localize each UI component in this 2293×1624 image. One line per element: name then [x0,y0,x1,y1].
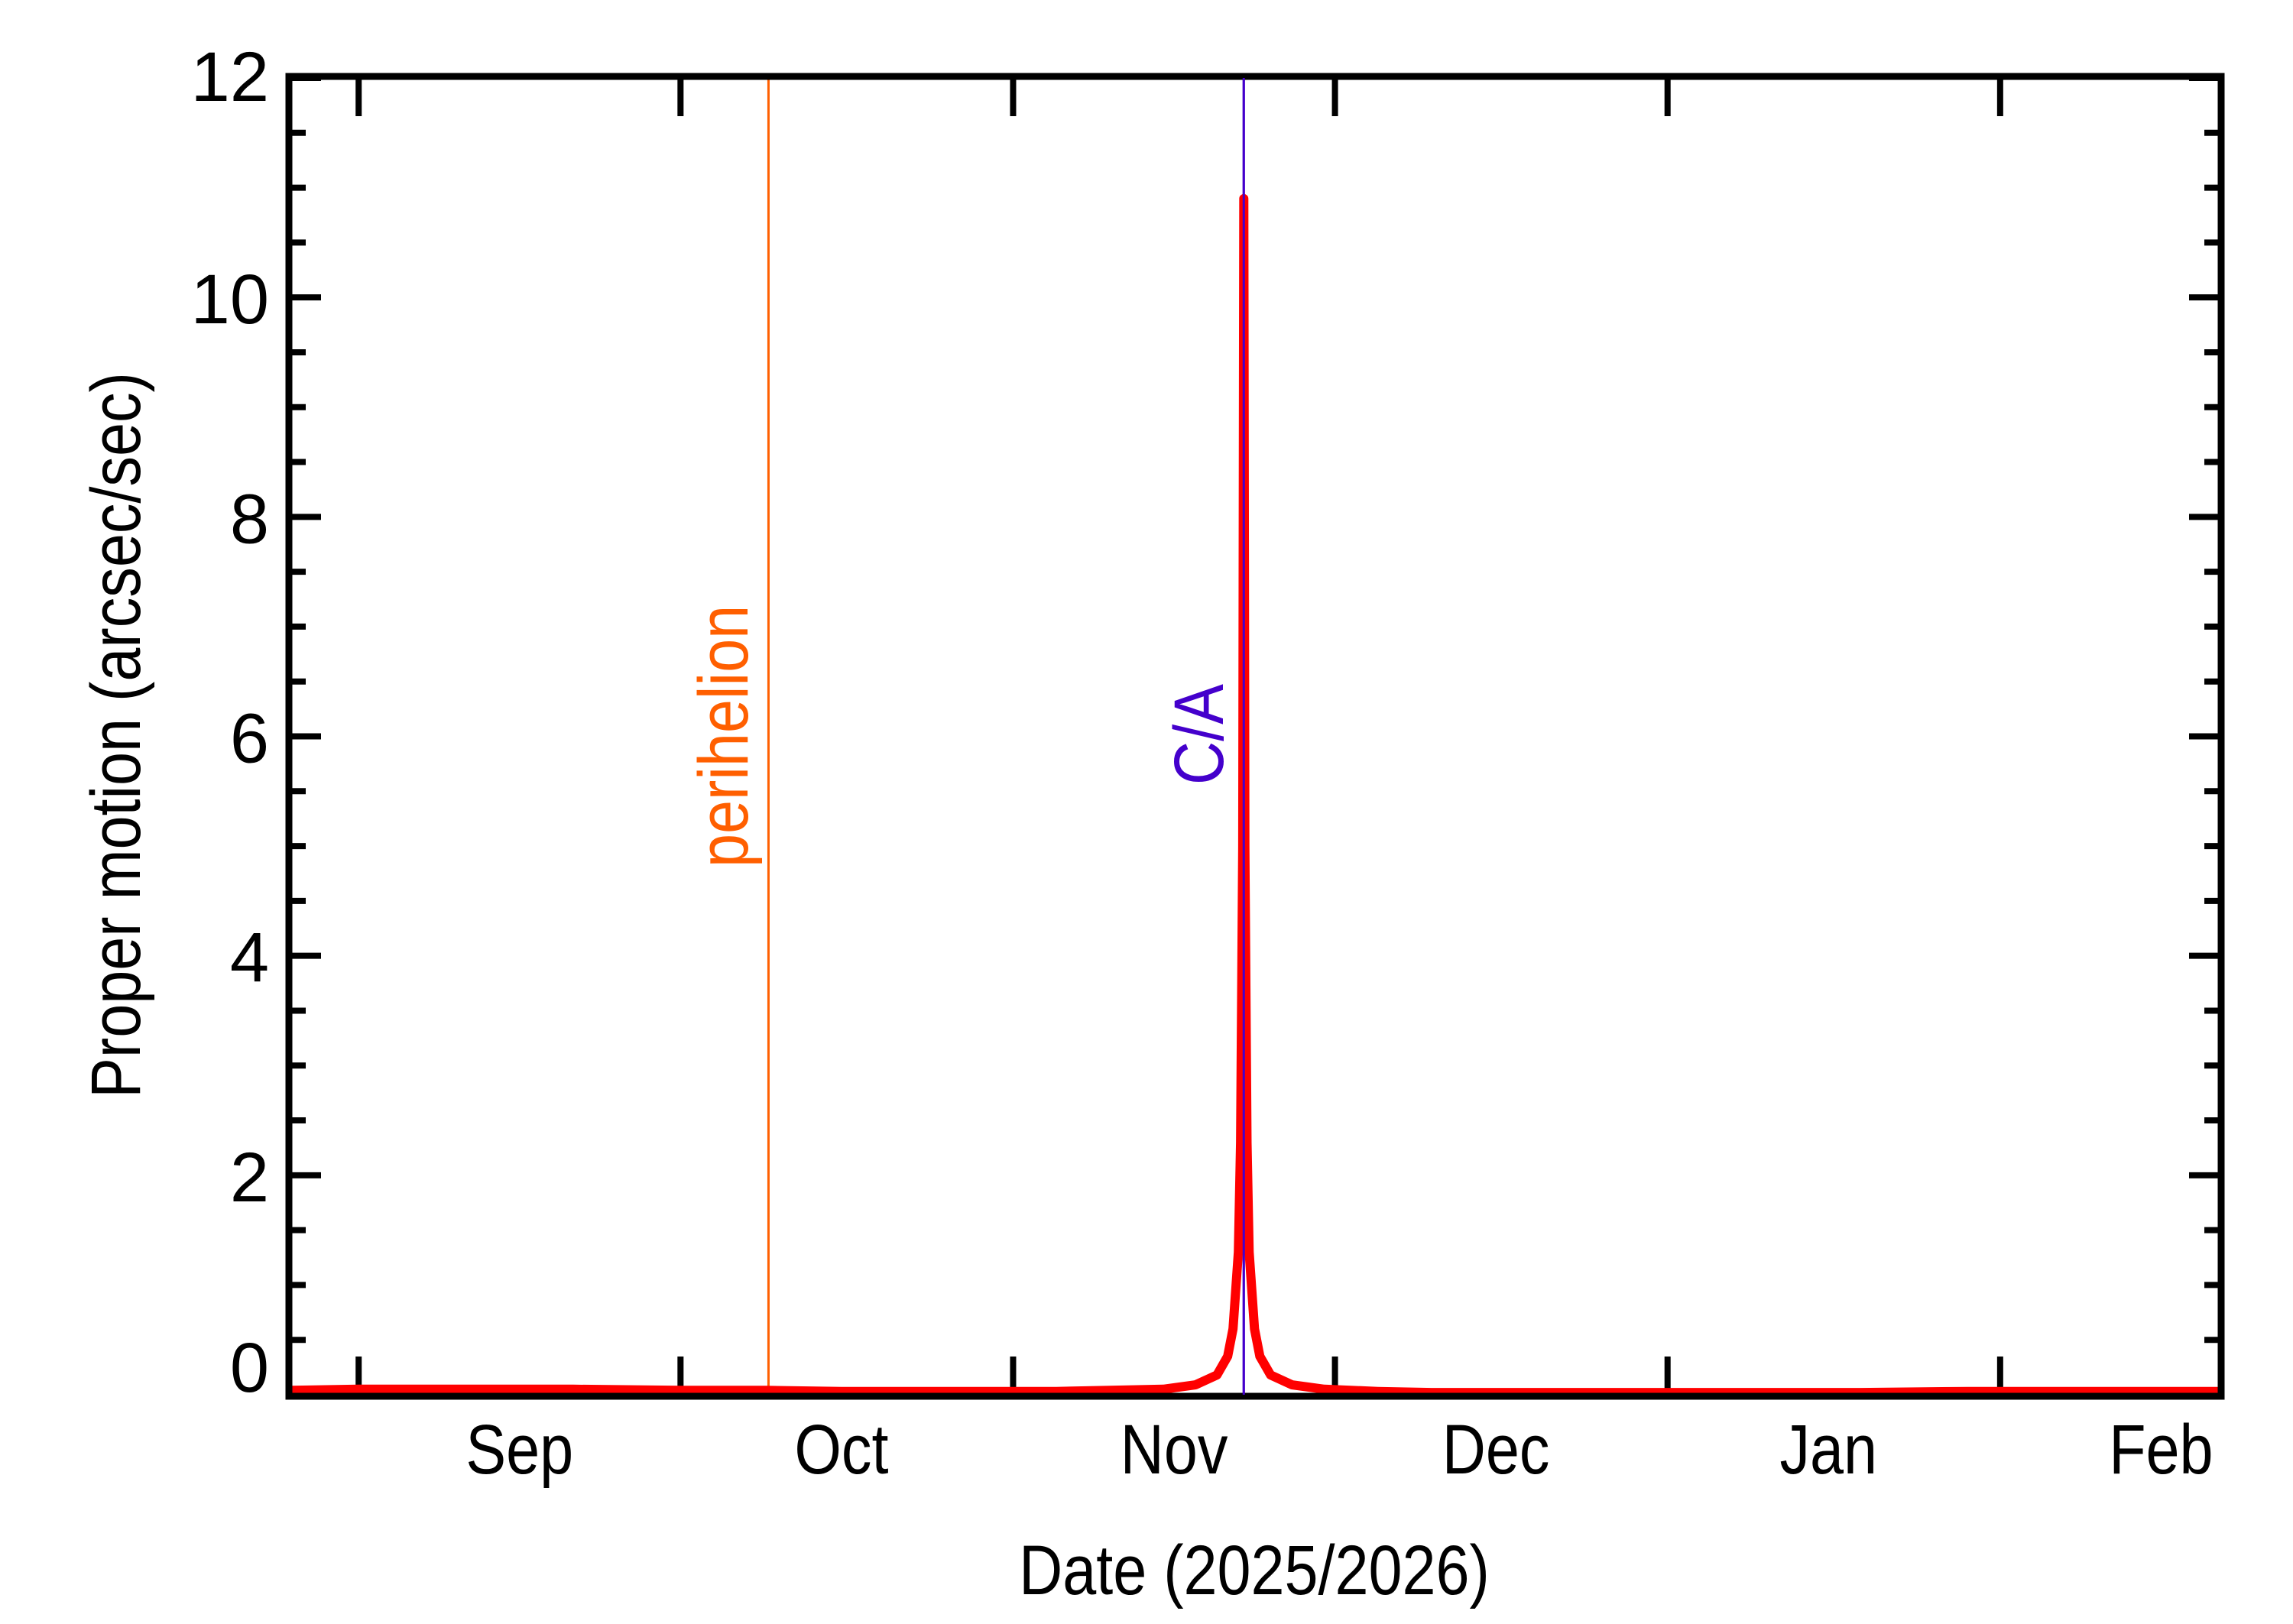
y-tick-label: 10 [191,261,269,339]
axis-ticks [289,75,2221,1398]
y-tick-label: 8 [230,480,269,558]
plot-frame [285,73,2225,1400]
y-axis-title: Proper motion (arcsec/sec) [76,372,155,1098]
y-tick-label: 0 [230,1329,269,1407]
x-axis-title: Date (2025/2026) [1019,1531,1490,1609]
y-tick-label: 12 [191,38,269,116]
y-tick-label: 6 [230,700,269,778]
x-tick-label: Nov [1121,1410,1228,1489]
x-tick-label: Dec [1442,1410,1550,1489]
proper-motion-line [288,193,2221,1398]
y-tick-labels: 0 2 4 6 8 10 12 [191,38,269,1407]
perihelion-label: perihelion [684,605,763,867]
x-tick-labels: Sep Oct Nov Dec Jan Feb [465,1410,2213,1489]
x-tick-label: Jan [1779,1410,1877,1489]
x-tick-label: Oct [794,1410,888,1489]
x-tick-label: Feb [2109,1410,2213,1489]
x-tick-label: Sep [465,1410,573,1489]
ca-label: C/A [1159,683,1238,785]
y-tick-label: 4 [230,919,269,997]
y-tick-label: 2 [230,1139,269,1217]
